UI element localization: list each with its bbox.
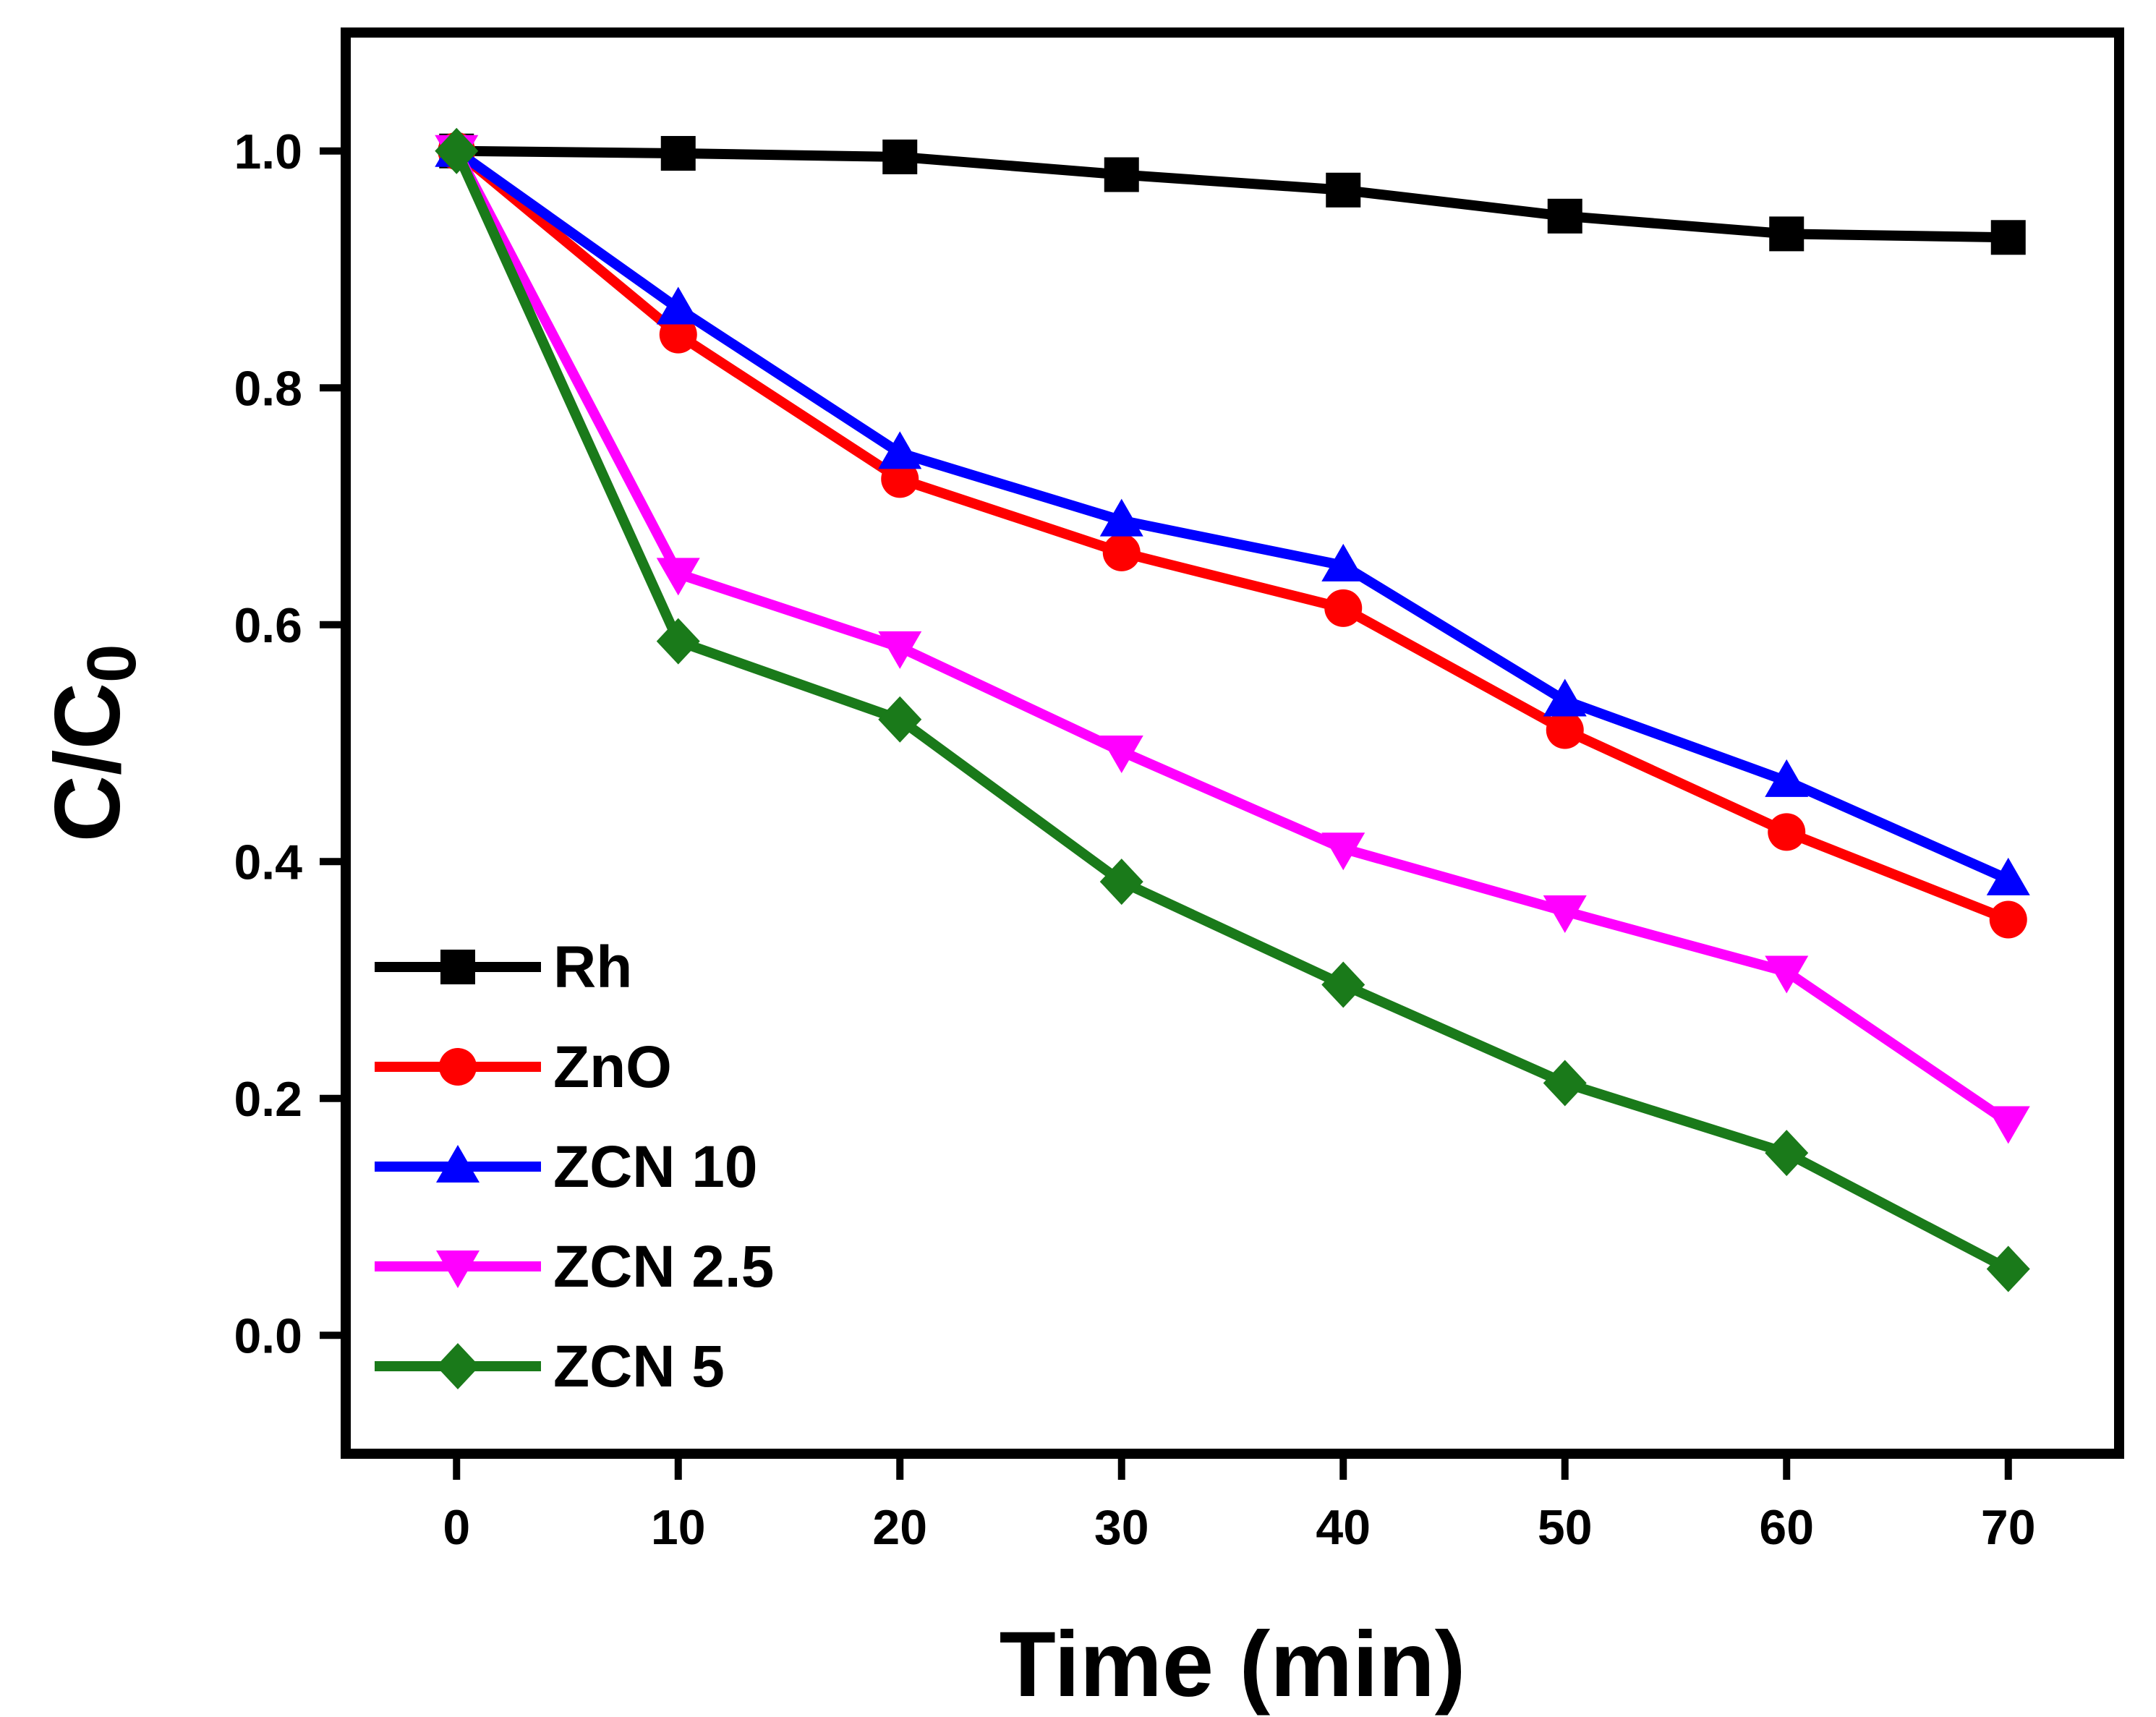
data-point-zcn-5: [878, 696, 922, 743]
x-axis-title: Time (min): [1000, 1613, 1466, 1716]
data-point-zcn-10: [1321, 543, 1365, 581]
data-point-zcn-2-5: [1543, 895, 1587, 934]
data-point-zcn-2-5: [1765, 955, 1809, 994]
data-point-zcn-5: [656, 618, 700, 665]
series-zcn-10: [435, 129, 2030, 895]
y-tick-label: 1.0: [234, 124, 302, 179]
data-point-rh: [1104, 157, 1139, 192]
data-point-rh: [1547, 198, 1582, 234]
x-tick-label: 0: [443, 1500, 470, 1555]
data-point-zno: [1989, 900, 2027, 939]
data-point-zno: [659, 315, 697, 354]
series-line-rh: [456, 145, 2008, 243]
data-point-zcn-5: [1765, 1130, 1809, 1177]
x-tick-label: 40: [1316, 1500, 1371, 1555]
x-tick-label: 20: [872, 1500, 927, 1555]
data-point-rh: [1990, 220, 2026, 255]
data-point-zcn-10: [878, 431, 922, 469]
data-point-zcn-5: [1543, 1060, 1587, 1107]
x-tick-label: 50: [1538, 1500, 1593, 1555]
data-point-rh: [882, 139, 918, 174]
legend-marker: [436, 1145, 480, 1183]
legend-label: ZCN 2.5: [553, 1234, 774, 1300]
data-point-rh: [660, 136, 696, 171]
y-tick-label: 0.8: [234, 361, 302, 416]
y-axis-title-subscript: 0: [73, 644, 150, 683]
series-zno: [438, 132, 2027, 939]
series-group: [435, 127, 2030, 1292]
data-point-zno: [1546, 711, 1584, 749]
data-point-zno: [1768, 813, 1806, 851]
x-tick-label: 30: [1094, 1500, 1149, 1555]
legend-label: ZCN 10: [553, 1134, 758, 1200]
series-rh: [439, 133, 2026, 255]
series-zcn-5: [435, 127, 2030, 1292]
data-point-zcn-2-5: [1099, 735, 1143, 773]
data-point-zno: [1324, 589, 1363, 627]
y-axis-title-main: C/C: [36, 683, 140, 842]
data-point-zcn-10: [1543, 678, 1587, 717]
legend-item-rh: Rh: [375, 934, 632, 1000]
data-point-zcn-2-5: [1986, 1106, 2030, 1144]
series-line-zno: [453, 147, 2011, 924]
data-point-zcn-10: [1986, 857, 2030, 895]
y-axis-title: C/C0: [36, 644, 150, 843]
legend: Rh ZnO ZCN 10 ZCN 2.5 ZCN 5: [375, 934, 774, 1399]
data-point-zcn-10: [656, 286, 700, 325]
legend-label: ZCN 5: [553, 1334, 725, 1399]
data-point-zcn-5: [1986, 1245, 2030, 1292]
data-point-zcn-2-5: [878, 631, 922, 669]
legend-marker: [440, 950, 475, 984]
y-tick-label: 0.2: [234, 1072, 302, 1127]
data-point-rh: [1769, 216, 1805, 252]
data-point-zcn-2-5: [656, 558, 700, 596]
legend-item-zcn-2-5: ZCN 2.5: [375, 1234, 774, 1300]
legend-marker: [439, 1048, 477, 1086]
legend-item-zcn-10: ZCN 10: [375, 1134, 758, 1200]
data-point-zcn-5: [1321, 961, 1365, 1008]
legend-marker: [436, 1251, 480, 1288]
legend-marker: [436, 1343, 480, 1389]
y-tick-label: 0.6: [234, 598, 302, 653]
data-point-zcn-2-5: [1321, 832, 1365, 871]
data-point-zcn-10: [1765, 759, 1809, 797]
data-point-zcn-10: [1099, 498, 1143, 537]
legend-label: Rh: [553, 934, 632, 1000]
data-point-zno: [1102, 533, 1141, 571]
plot-frame: [341, 27, 2124, 1459]
data-point-zcn-5: [435, 127, 479, 174]
axis-ticks: 0 10 20 30 40 50 60 70 0.0 0.2 0.4 0.6 0.8 1.0: [234, 124, 2035, 1555]
legend-item-zno: ZnO: [375, 1034, 672, 1100]
y-tick-label: 0.0: [234, 1308, 302, 1363]
series-line-zcn-5: [451, 148, 2011, 1274]
series-zcn-2-5: [435, 135, 2030, 1144]
data-point-rh: [1326, 172, 1361, 208]
y-tick-label: 0.4: [234, 835, 302, 890]
x-tick-label: 10: [651, 1500, 706, 1555]
series-line-zcn-2-5: [452, 148, 2011, 1127]
x-tick-label: 70: [1981, 1500, 2036, 1555]
x-tick-label: 60: [1759, 1500, 1814, 1555]
data-point-zno: [881, 460, 919, 498]
legend-item-zcn-5: ZCN 5: [375, 1334, 725, 1399]
data-point-zcn-5: [1099, 858, 1143, 906]
series-line-zcn-10: [453, 147, 2011, 885]
legend-label: ZnO: [553, 1034, 672, 1100]
